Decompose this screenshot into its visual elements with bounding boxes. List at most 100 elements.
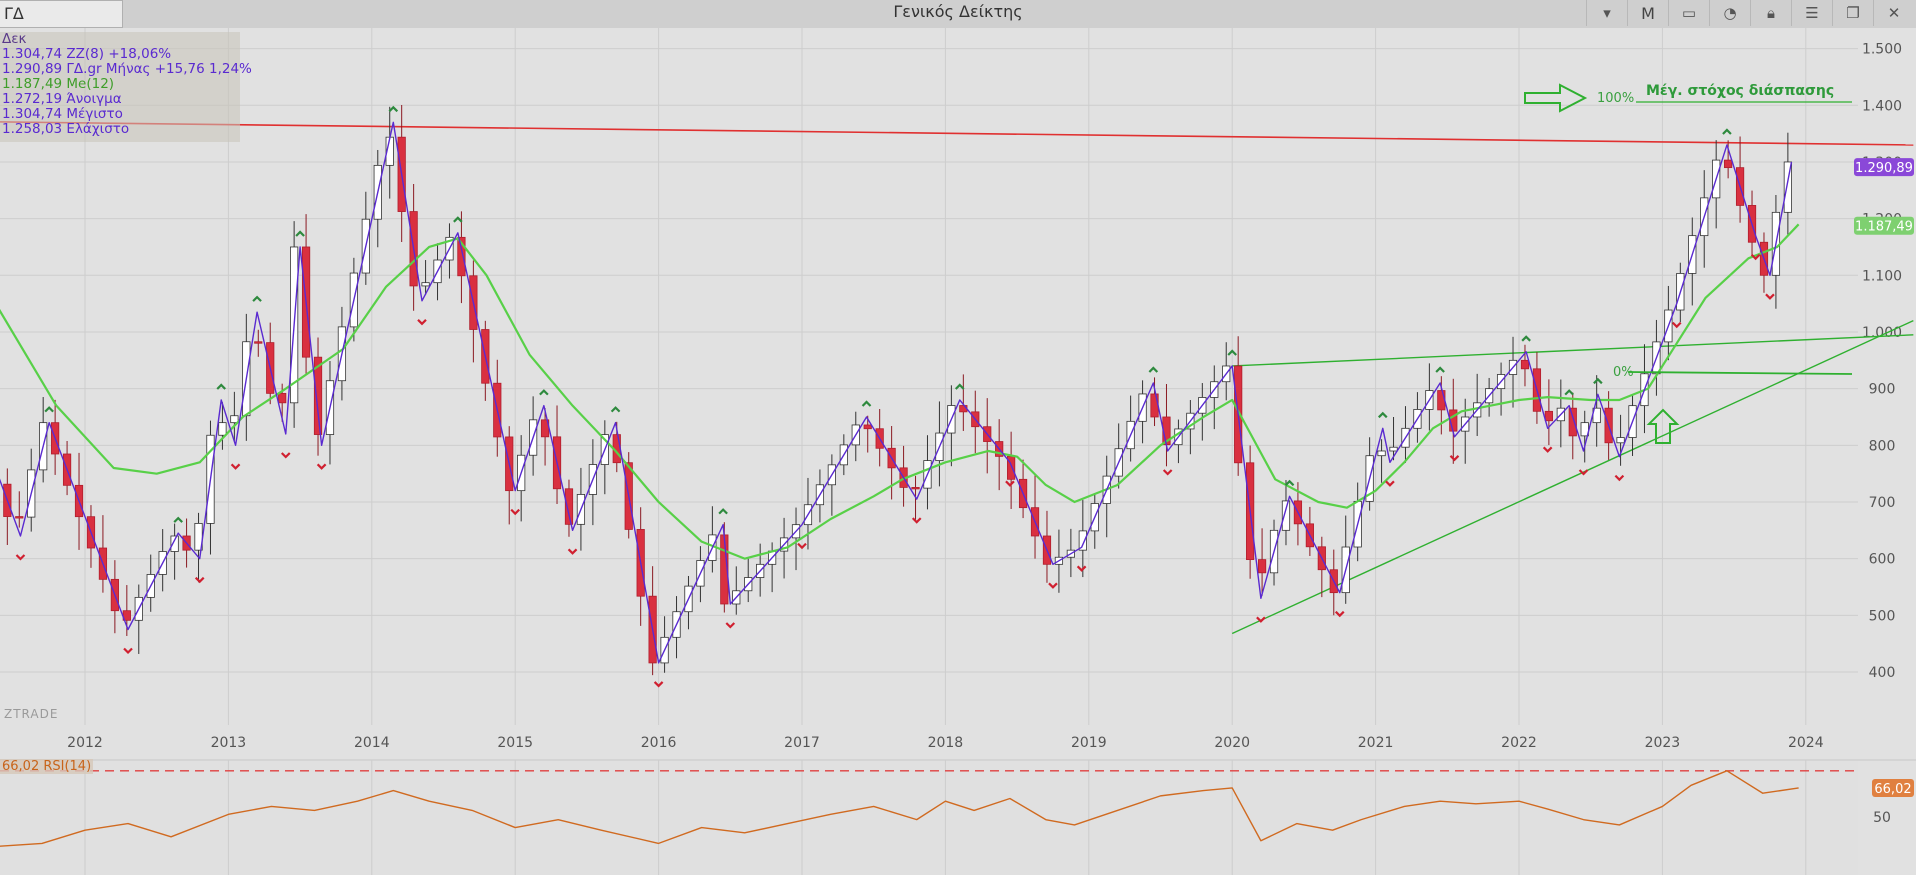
candle-down — [1544, 410, 1553, 422]
pivot-high-marker — [718, 508, 728, 515]
pivot-low-marker — [230, 463, 241, 470]
close-icon[interactable]: ✕ — [1873, 0, 1914, 26]
pivot-low-marker — [510, 508, 520, 516]
toolbar: ΓΔ Γενικός Δείκτης ▾ M ▭ ◔ 🔒︎ ☰ ❐ ✕ — [0, 0, 1916, 29]
pivot-low-marker — [1614, 474, 1625, 482]
symbol-input[interactable]: ΓΔ — [0, 0, 123, 28]
lock-icon[interactable]: 🔒︎ — [1750, 0, 1791, 26]
pivot-high-marker — [1435, 366, 1445, 373]
y-tick-label: 1.000 — [1862, 325, 1902, 341]
y-tick-label: 700 — [1869, 495, 1896, 511]
candle-up — [1078, 530, 1087, 551]
chart-grid — [0, 28, 1916, 875]
candle-down — [564, 488, 574, 525]
zero-level-label: 0% — [1613, 365, 1634, 380]
candle-up — [170, 535, 179, 552]
overlays: 100% Μέγ. στόχος διάσπασης 0% 1.290,89 1.187… — [0, 83, 1914, 688]
pivot-low-marker — [1048, 582, 1058, 589]
pivot-low-marker — [417, 319, 427, 326]
y-tick-label: 1.100 — [1862, 268, 1902, 284]
pivot-high-marker — [453, 216, 463, 223]
y-tick-label: 900 — [1869, 382, 1896, 398]
candle-up — [1616, 437, 1625, 444]
pivot-high-marker — [173, 516, 183, 523]
x-tick-label: 2014 — [354, 735, 390, 751]
candle-down — [1724, 159, 1733, 169]
close-price-tag: 1.290,89 — [1855, 161, 1913, 176]
x-tick-label: 2013 — [211, 735, 247, 751]
pivot-high-marker — [388, 105, 399, 113]
restore-icon[interactable]: ❐ — [1832, 0, 1873, 26]
legend-period: Δεκ — [2, 31, 27, 47]
pivot-high-marker — [539, 389, 549, 396]
candle-down — [1568, 407, 1577, 437]
breakout-level-line — [1232, 334, 1914, 367]
ma-price-tag: 1.187,49 — [1855, 220, 1913, 235]
candle-down — [1520, 359, 1530, 370]
pivot-high-marker — [1377, 411, 1388, 419]
comment-icon[interactable]: ◔ — [1709, 0, 1750, 26]
close-price-tag-bg — [1854, 158, 1914, 177]
x-tick-label: 2020 — [1214, 735, 1250, 751]
pivot-high-marker — [1564, 389, 1574, 396]
pivot-low-marker — [1750, 253, 1761, 261]
candle-down — [1257, 559, 1267, 574]
target-100-label: 100% — [1597, 91, 1634, 106]
y-tick-label: 1.500 — [1862, 42, 1902, 58]
legend-close: 1.290,89 ΓΔ.gr Μήνας +15,76 1,24% — [2, 61, 252, 77]
zero-level-line — [1627, 371, 1853, 375]
candle-down — [457, 236, 466, 277]
pivot-low-marker — [123, 647, 133, 655]
pivot-low-marker — [1256, 616, 1266, 623]
candle-down — [1437, 390, 1446, 411]
pivot-high-marker — [610, 406, 621, 413]
resistance-line — [0, 121, 1914, 146]
pivot-low-marker — [1578, 469, 1589, 476]
pivot-high-marker — [44, 406, 54, 413]
legend-box: Δεκ 1.304,74 ZZ(8) +18,06% 1.290,89 ΓΔ.g… — [0, 31, 252, 142]
pivot-low-marker — [653, 681, 664, 688]
candle-down — [863, 424, 872, 430]
candle-down — [278, 392, 287, 404]
pivot-high-marker — [1284, 479, 1295, 487]
pivot-high-marker — [1521, 335, 1531, 342]
pivot-low-marker — [15, 554, 26, 561]
pivot-low-marker — [797, 542, 807, 550]
y-tick-label: 1.400 — [1862, 98, 1902, 114]
target-label: Μέγ. στόχος διάσπασης — [1646, 83, 1834, 99]
candle-down — [1150, 393, 1159, 418]
right-arrow-icon — [1524, 83, 1588, 113]
ma12-line — [0, 223, 1800, 560]
pivot-high-marker — [1593, 377, 1603, 385]
rsi-panel: 50 66,02 — [0, 770, 1914, 847]
pivot-low-marker — [1334, 610, 1345, 618]
x-tick-label: 2019 — [1071, 735, 1107, 751]
pivot-low-marker — [1542, 446, 1553, 453]
menu-icon[interactable]: ☰ — [1791, 0, 1832, 26]
price-panel-bg — [0, 28, 1858, 760]
chart-icon[interactable]: ▭ — [1668, 0, 1709, 26]
rsi-line — [0, 770, 1799, 847]
x-tick-label: 2022 — [1501, 735, 1537, 751]
y-tick-label: 800 — [1869, 438, 1896, 454]
x-tick-label: 2018 — [928, 735, 964, 751]
rsi-value-tag: 66,02 — [1874, 782, 1911, 797]
legend-high: 1.304,74 Μέγιστο — [2, 106, 123, 122]
rsi-panel-bg — [0, 760, 1858, 875]
pivot-high-marker — [1148, 366, 1159, 373]
candle-down — [15, 516, 24, 519]
dropdown-icon[interactable]: ▾ — [1586, 0, 1627, 26]
x-tick-label: 2017 — [784, 735, 820, 751]
y-tick-label: 400 — [1869, 665, 1896, 681]
pivot-low-marker — [1005, 480, 1015, 487]
x-tick-label: 2024 — [1788, 735, 1824, 751]
pivot-high-marker — [861, 400, 872, 407]
price-chart[interactable]: 2012 2013 2014 2015 2016 2017 2018 2019 2020 2021… — [0, 28, 1916, 875]
candle-up — [421, 282, 430, 287]
pivot-high-marker — [1722, 128, 1732, 135]
pivot-low-marker — [316, 463, 327, 470]
watermark: ZTRADE — [4, 707, 59, 721]
rsi-tick-label: 50 — [1873, 810, 1891, 826]
period-button[interactable]: M — [1627, 0, 1668, 26]
pivot-high-marker — [954, 383, 965, 390]
